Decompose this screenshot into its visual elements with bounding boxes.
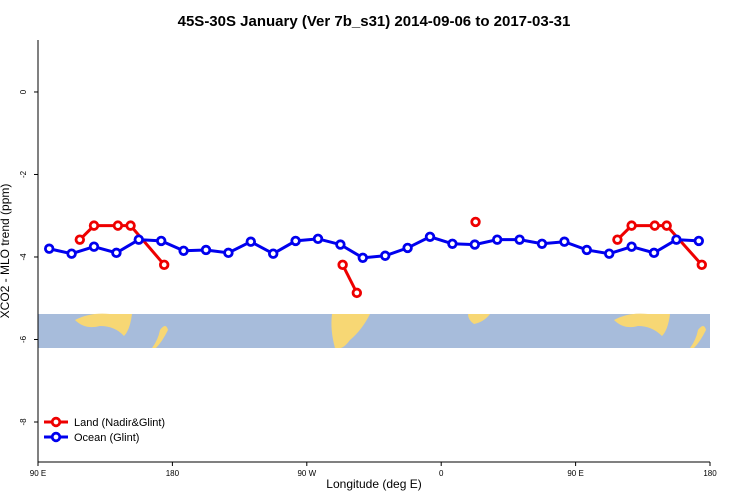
data-point [74, 234, 86, 245]
data-point [604, 248, 615, 259]
y-tick-label: -6 [19, 335, 28, 343]
x-tick-label: 90 E [30, 469, 46, 478]
data-point [661, 220, 672, 231]
data-point [200, 244, 212, 256]
y-tick-label: -8 [19, 418, 28, 426]
data-point [424, 231, 436, 242]
data-point [290, 235, 301, 247]
data-point [88, 241, 100, 252]
data-point [696, 259, 707, 271]
data-point [649, 220, 660, 231]
data-point [470, 216, 481, 228]
data-point [447, 238, 458, 249]
data-point [671, 234, 682, 245]
data-point [158, 259, 170, 271]
data-point [357, 252, 368, 264]
data-point [581, 244, 592, 256]
data-point [112, 220, 124, 231]
data-point [514, 234, 525, 245]
data-point [66, 248, 77, 259]
data-point [351, 287, 363, 299]
legend-label: Ocean (Glint) [74, 432, 139, 444]
x-tick-label: 180 [703, 469, 717, 478]
data-point [492, 234, 503, 245]
data-point [268, 248, 279, 259]
x-tick-label: 180 [166, 469, 180, 478]
x-tick-label: 0 [439, 469, 444, 478]
map-strip [38, 313, 710, 348]
x-tick-label: 90 W [297, 469, 316, 478]
data-point [626, 220, 637, 231]
y-tick-label: -4 [19, 253, 28, 261]
data-point [88, 220, 100, 231]
series-line [341, 264, 359, 294]
legend-marker [50, 416, 62, 428]
data-point [626, 241, 637, 252]
data-point [178, 245, 189, 256]
data-point [44, 243, 55, 254]
data-point [133, 234, 144, 245]
x-tick-label: 90 E [567, 469, 583, 478]
y-tick-label: 0 [19, 89, 28, 94]
data-point [612, 234, 623, 245]
legend-label: Land (Nadir&Glint) [74, 417, 165, 429]
data-point [312, 233, 324, 245]
data-point [111, 247, 122, 259]
data-point [337, 259, 348, 271]
y-tick-label: -2 [19, 170, 28, 178]
legend-marker [50, 431, 62, 443]
data-point [125, 220, 136, 231]
data-point [155, 235, 167, 247]
data-point [380, 250, 391, 261]
data-point [559, 236, 570, 247]
data-point [223, 247, 234, 259]
data-point [245, 236, 256, 247]
data-point [648, 247, 660, 259]
x-axis-label: Longitude (deg E) [326, 477, 421, 491]
series-line [48, 235, 699, 260]
y-axis-label: XCO2 - MLO trend (ppm) [0, 184, 12, 319]
data-point [335, 239, 346, 250]
chart-title: 45S-30S January (Ver 7b_s31) 2014-09-06 … [178, 13, 571, 30]
data-point [402, 242, 413, 254]
data-point [536, 238, 548, 249]
data-point [693, 235, 704, 247]
data-point [469, 239, 480, 250]
